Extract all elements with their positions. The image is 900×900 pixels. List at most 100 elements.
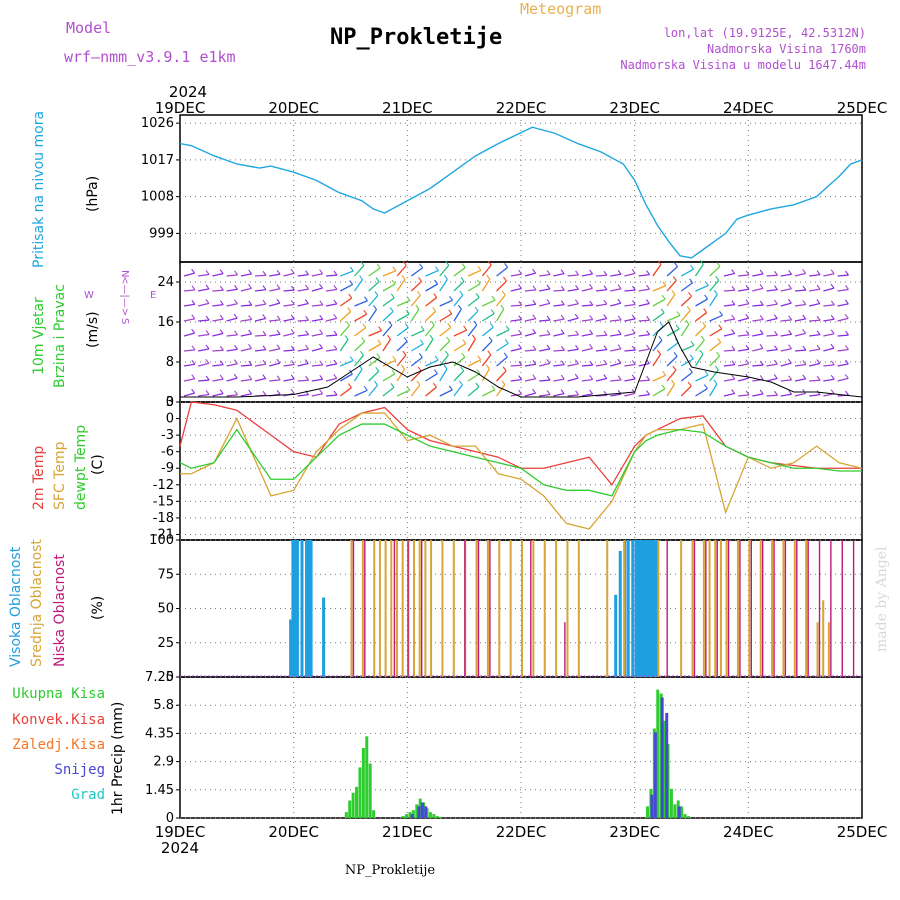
rain-bar xyxy=(686,816,690,818)
wind-barb-flag xyxy=(460,276,465,282)
wind-barb-flag xyxy=(333,330,338,336)
wind-barb xyxy=(837,317,849,322)
wind-barb xyxy=(283,318,295,322)
wind-barb xyxy=(297,348,309,352)
wind-barb xyxy=(226,348,238,352)
wind-barb xyxy=(496,308,505,322)
wind-barb-flag xyxy=(845,345,849,350)
wind-barb xyxy=(226,274,238,277)
wind-barb-flag xyxy=(434,266,439,271)
wind-barb xyxy=(539,302,551,307)
wind-barb-flag xyxy=(661,294,666,300)
wind-barb-flag xyxy=(672,276,677,281)
pressure-unit: (hPa) xyxy=(85,176,101,212)
wind-barb xyxy=(467,386,480,397)
wind-barb xyxy=(354,340,366,352)
cloud-label-low: Niska Oblacnost xyxy=(52,554,68,667)
wind-barb-flag xyxy=(731,314,736,320)
wind-barb xyxy=(198,379,210,382)
wind-barb-flag xyxy=(560,329,565,334)
snow-bar xyxy=(420,802,424,818)
wind-barb xyxy=(794,272,806,277)
wind-barb-flag xyxy=(657,349,661,355)
wind-barb xyxy=(353,279,364,292)
wind-barb xyxy=(396,265,407,277)
wind-barb-flag xyxy=(603,330,608,336)
wind-barb-flag xyxy=(348,383,352,388)
wind-barb-flag xyxy=(662,281,667,287)
footer-station: NP_Prokletije xyxy=(345,863,436,878)
rain-bar xyxy=(401,816,405,818)
mid-cloud-bar xyxy=(566,540,569,677)
wind-barb xyxy=(780,273,792,277)
low-cloud-bar xyxy=(818,540,821,677)
wind-barb-flag xyxy=(205,330,210,335)
wind-barb-flag xyxy=(844,314,849,319)
wind-barb xyxy=(183,378,195,382)
wind-barb-flag xyxy=(374,291,379,296)
mid-cloud-bar xyxy=(395,540,398,677)
wind-barb xyxy=(539,273,551,277)
wind-barb xyxy=(780,379,792,382)
temp-unit: (C) xyxy=(90,454,106,475)
low-cloud-bar xyxy=(393,540,396,677)
snow-bar xyxy=(653,732,657,818)
wind-barb-flag xyxy=(388,320,393,326)
wind-label-2: Brzina i Pravac xyxy=(52,284,68,388)
wind-barb-flag xyxy=(205,359,210,364)
wind-barb xyxy=(510,304,522,307)
wind-barb xyxy=(780,393,792,397)
wind-barb-flag xyxy=(589,300,594,306)
wind-barb xyxy=(396,340,408,352)
wind-barb xyxy=(709,265,721,277)
wind-barb-flag xyxy=(688,368,693,373)
wind-barb xyxy=(553,349,565,352)
wind-barb-flag xyxy=(690,264,694,270)
wind-barb xyxy=(638,379,650,382)
wind-barb-flag xyxy=(406,385,411,391)
wind-barb-flag xyxy=(390,293,395,299)
wind-barb xyxy=(212,289,224,292)
wind-barb xyxy=(297,319,309,322)
wind-barb xyxy=(752,318,764,322)
wind-barb xyxy=(439,264,450,277)
wind-barb-flag xyxy=(360,350,364,356)
high-cloud-bar xyxy=(639,540,643,677)
wind-barb-flag xyxy=(462,339,467,344)
wind-barb xyxy=(283,378,295,382)
wind-barb-flag xyxy=(787,358,792,364)
wind-barb xyxy=(212,304,224,307)
wind-barb xyxy=(823,333,835,337)
wind-barb-flag xyxy=(305,315,310,321)
wind-barb-flag xyxy=(333,314,338,319)
wind-barb xyxy=(553,332,565,337)
wind-barb xyxy=(624,332,636,337)
high-cloud-bar xyxy=(646,540,650,677)
wind-barb xyxy=(453,370,465,382)
wind-barb-flag xyxy=(774,390,778,396)
wind-barb xyxy=(482,313,495,322)
rain-bar xyxy=(372,810,376,818)
wind-barb xyxy=(723,364,735,367)
wind-barb xyxy=(396,279,406,292)
wind-barb-flag xyxy=(304,359,309,364)
temp-tick-label: -6 xyxy=(161,445,174,460)
wind-barb xyxy=(780,288,792,292)
pressure-tick-label: 1026 xyxy=(141,116,174,131)
wind-barb xyxy=(481,278,491,292)
wind-barb xyxy=(368,357,381,367)
precip-tick-label: 0 xyxy=(166,811,174,826)
wind-barb-flag xyxy=(731,329,736,334)
wind-barb-flag xyxy=(363,309,368,315)
wind-barb-flag xyxy=(219,374,224,380)
rain-bar xyxy=(428,812,432,818)
wind-barb-flag xyxy=(560,300,565,305)
low-cloud-bar xyxy=(773,540,775,677)
wind-barb xyxy=(226,303,238,307)
wind-barb xyxy=(183,332,195,337)
wind-barb xyxy=(680,268,694,277)
wind-barb-flag xyxy=(248,315,253,320)
wind-barb xyxy=(439,313,453,322)
snow-bar xyxy=(665,712,669,818)
wind-barb-flag xyxy=(830,360,835,366)
